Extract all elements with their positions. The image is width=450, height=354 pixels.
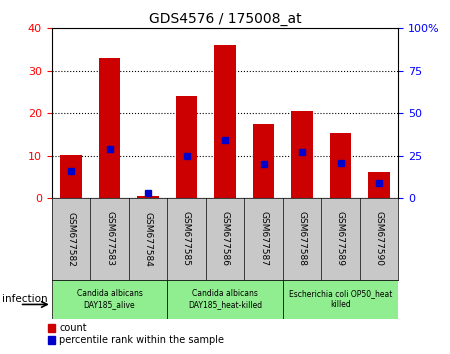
Text: GSM677583: GSM677583 xyxy=(105,211,114,267)
Bar xyxy=(292,111,313,198)
Bar xyxy=(99,58,120,198)
Bar xyxy=(253,124,274,198)
Text: GSM677588: GSM677588 xyxy=(297,211,306,267)
Bar xyxy=(283,280,398,319)
Text: GSM677586: GSM677586 xyxy=(220,211,230,267)
Text: GSM677589: GSM677589 xyxy=(336,211,345,267)
Title: GDS4576 / 175008_at: GDS4576 / 175008_at xyxy=(148,12,302,26)
Text: Escherichia coli OP50_heat
killed: Escherichia coli OP50_heat killed xyxy=(289,290,392,309)
Bar xyxy=(369,172,390,198)
Text: GSM677590: GSM677590 xyxy=(374,211,383,267)
Bar xyxy=(330,133,351,198)
Bar xyxy=(60,155,81,198)
Bar xyxy=(167,280,283,319)
Text: infection: infection xyxy=(2,294,48,304)
Text: Candida albicans
DAY185_heat-killed: Candida albicans DAY185_heat-killed xyxy=(188,290,262,309)
Legend: count, percentile rank within the sample: count, percentile rank within the sample xyxy=(48,324,224,346)
Bar xyxy=(52,280,167,319)
Text: GSM677582: GSM677582 xyxy=(67,211,76,267)
Text: GSM677587: GSM677587 xyxy=(259,211,268,267)
Bar xyxy=(214,45,236,198)
Bar xyxy=(176,96,197,198)
Text: GSM677584: GSM677584 xyxy=(144,211,153,267)
Text: Candida albicans
DAY185_alive: Candida albicans DAY185_alive xyxy=(76,290,143,309)
Bar xyxy=(137,196,158,198)
Text: GSM677585: GSM677585 xyxy=(182,211,191,267)
